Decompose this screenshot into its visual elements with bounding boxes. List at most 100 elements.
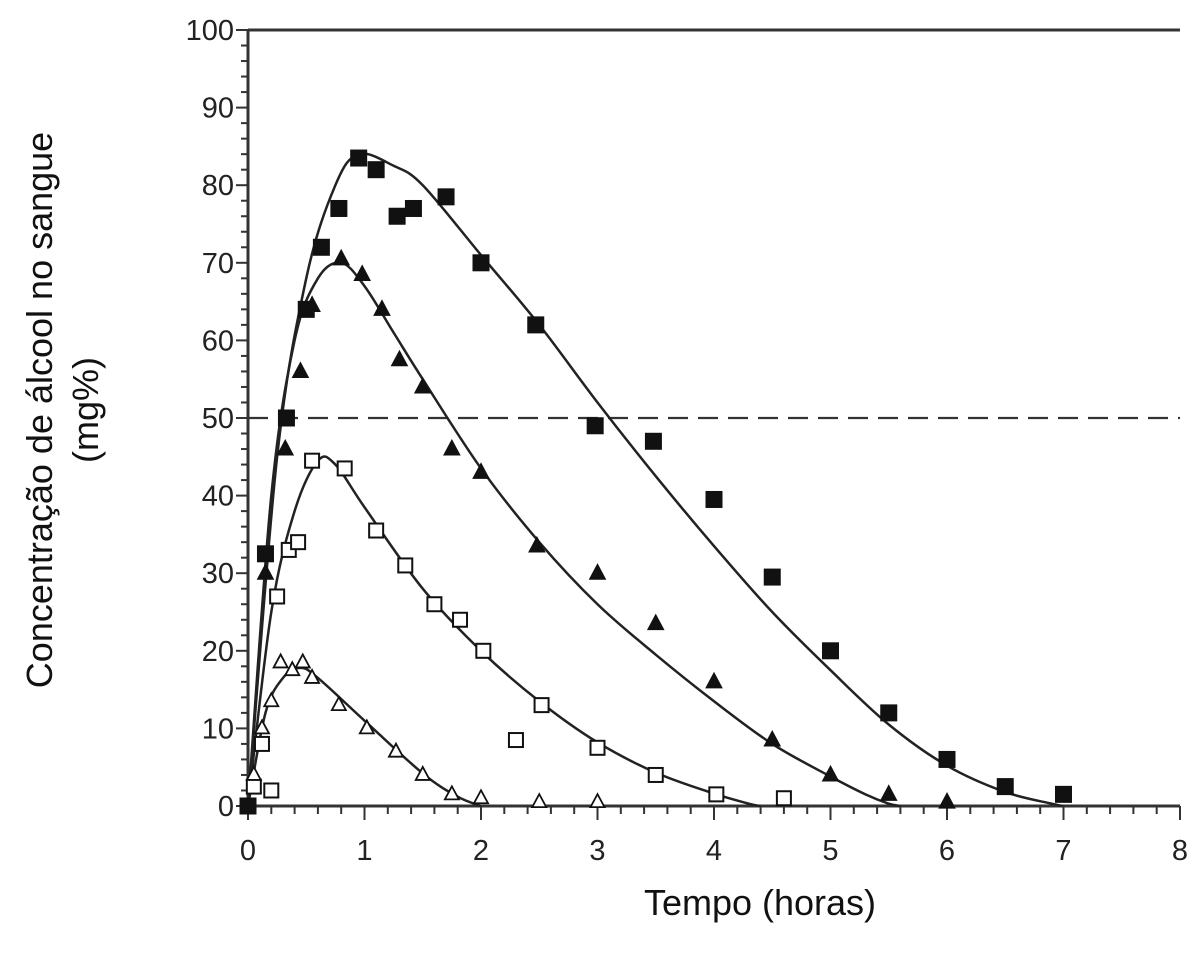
open-triangle-marker (472, 788, 490, 805)
filled-triangle-marker (373, 299, 391, 316)
filled-square-marker (822, 642, 839, 660)
x-tick-label: 1 (356, 835, 372, 867)
x-tick-label: 7 (1055, 835, 1071, 867)
y-tick-label: 70 (202, 248, 234, 280)
filled-triangle-marker (763, 729, 782, 747)
open-triangle-marker (303, 668, 321, 684)
y-tick-label: 10 (202, 713, 234, 745)
open-square-marker (368, 522, 385, 539)
open-square-marker (589, 739, 606, 756)
open-triangle-marker (253, 718, 271, 735)
y-tick-label: 80 (202, 170, 234, 202)
open-triangle-marker (262, 691, 280, 708)
filled-square-marker (388, 207, 406, 225)
x-tick-label: 2 (473, 835, 489, 867)
data-markers (239, 149, 1072, 815)
y-tick-label: 20 (202, 636, 234, 668)
y-axis-title-line2: (mg%) (65, 357, 106, 463)
filled-triangle-marker (528, 535, 546, 553)
open-square-series-curve (246, 455, 761, 808)
filled-square-marker (367, 161, 385, 179)
open-triangle-marker (358, 718, 376, 735)
x-tick-label: 3 (589, 835, 605, 867)
filled-triangle-marker (256, 563, 275, 580)
open-triangle-marker (245, 765, 263, 781)
open-triangle-marker (387, 741, 405, 758)
filled-triangle-marker (353, 264, 372, 281)
open-square-marker (269, 588, 286, 605)
y-axis-ticks: 0 10 20 30 40 50 60 70 80 90 100 (186, 15, 248, 823)
open-square-marker (647, 766, 664, 783)
filled-square-marker (705, 490, 723, 508)
y-tick-label: 30 (202, 558, 234, 590)
filled-square-marker (437, 188, 455, 206)
open-triangle-series-curve (246, 666, 482, 808)
x-tick-label: 0 (240, 835, 256, 867)
filled-triangle-marker (291, 361, 310, 378)
filled-square-marker (404, 199, 422, 217)
open-square-marker (263, 782, 280, 799)
filled-triangle-marker (303, 295, 321, 312)
filled-square-marker (586, 417, 604, 435)
x-tick-label: 4 (706, 835, 722, 867)
y-axis-title-line1: Concentração de álcool no sangue (19, 132, 60, 688)
open-square-marker (507, 732, 524, 749)
open-square-marker (426, 596, 443, 613)
fitted-curves (246, 152, 1064, 808)
filled-triangle-marker (646, 613, 665, 631)
open-square-marker (775, 790, 792, 807)
open-square-marker (336, 460, 353, 477)
filled-square-marker (330, 199, 348, 217)
open-square-marker (245, 778, 262, 795)
filled-square-marker (880, 704, 898, 722)
filled-triangle-marker (332, 248, 351, 266)
filled-triangle-marker (390, 349, 409, 367)
y-tick-label: 100 (186, 15, 234, 47)
open-triangle-marker (283, 660, 301, 677)
open-triangle-marker (294, 652, 312, 669)
open-square-marker (290, 534, 307, 551)
filled-square-marker (996, 778, 1014, 796)
filled-triangle-marker (276, 438, 295, 456)
y-tick-label: 40 (202, 481, 234, 513)
x-tick-label: 6 (939, 835, 955, 867)
y-tick-label: 0 (218, 791, 234, 823)
filled-triangle-marker (443, 438, 461, 456)
open-square-marker (304, 452, 321, 469)
filled-square-marker (527, 316, 545, 334)
filled-square-marker (938, 750, 956, 768)
filled-square-series-curve (246, 152, 1064, 808)
filled-triangle-marker (938, 792, 956, 809)
filled-square-marker (312, 238, 330, 256)
filled-triangle-marker (879, 784, 898, 801)
filled-square-marker (239, 797, 257, 815)
open-square-marker (253, 735, 270, 752)
filled-triangle-marker (413, 376, 432, 394)
filled-square-marker (277, 409, 295, 427)
x-axis-ticks: 0 1 2 3 4 5 6 7 8 (240, 806, 1188, 867)
filled-square-marker (644, 432, 662, 450)
open-triangle-marker (530, 792, 548, 809)
open-triangle-marker (414, 765, 432, 781)
filled-triangle-marker (821, 764, 840, 782)
filled-triangle-marker (588, 563, 607, 580)
open-square-marker (397, 557, 414, 574)
open-square-marker (452, 611, 469, 628)
x-tick-label: 5 (822, 835, 838, 867)
y-tick-label: 60 (202, 325, 234, 357)
filled-square-marker (1055, 785, 1072, 803)
filled-triangle-series-curve (246, 261, 901, 808)
open-square-marker (533, 697, 550, 714)
x-tick-label: 8 (1172, 835, 1188, 867)
open-triangle-marker (330, 695, 348, 712)
open-triangle-marker (443, 784, 461, 801)
open-triangle-marker (272, 652, 290, 669)
filled-triangle-marker (472, 462, 490, 479)
filled-triangle-marker (705, 671, 723, 689)
open-triangle-marker (588, 792, 607, 809)
filled-square-marker (350, 149, 368, 167)
filled-square-marker (256, 545, 274, 563)
open-square-marker (708, 786, 725, 803)
filled-square-marker (472, 254, 490, 272)
